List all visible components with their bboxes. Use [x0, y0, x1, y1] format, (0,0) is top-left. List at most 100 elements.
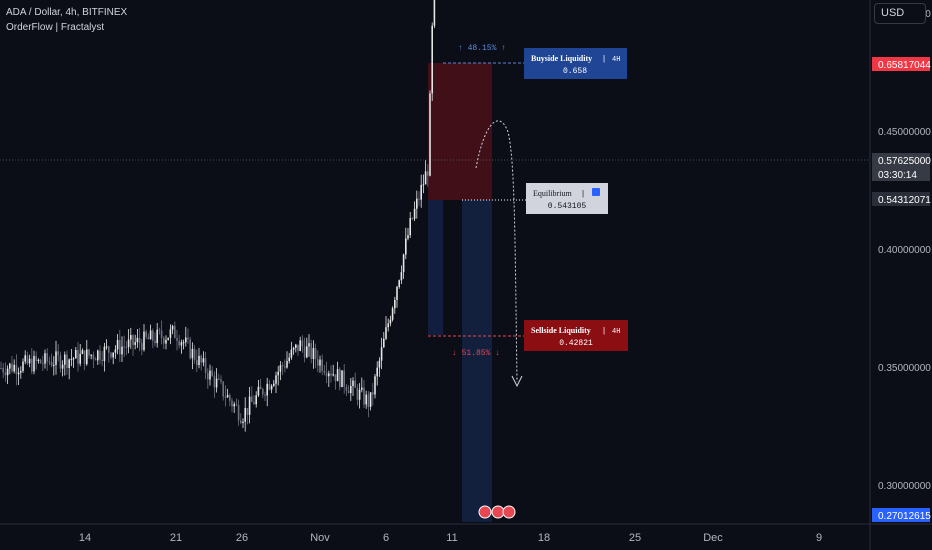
time-tick-label: 9 [816, 532, 822, 544]
candle-body [411, 218, 414, 220]
price-tag-bg [872, 167, 930, 181]
candle-body [358, 389, 361, 400]
candle-body [299, 340, 301, 351]
time-tick-label: 11 [446, 532, 457, 544]
candle-body [325, 372, 328, 377]
candle-body [264, 394, 266, 396]
candle-body [189, 339, 191, 359]
candle-body [301, 340, 304, 347]
candle-body [119, 340, 121, 355]
candle-body [110, 352, 112, 358]
candle-body [204, 358, 207, 373]
candle-body [341, 370, 343, 388]
event-flag-icons[interactable] [478, 505, 516, 519]
candle-body [237, 405, 240, 421]
candle-body [39, 359, 42, 364]
candle-body [416, 198, 418, 209]
candle-body [321, 359, 323, 371]
candle-body [295, 344, 297, 348]
candle-body [328, 373, 330, 377]
equilibrium-icon [592, 188, 600, 196]
candle-body [165, 339, 167, 344]
candle-body [235, 404, 238, 406]
currency-button[interactable]: USD [874, 3, 926, 24]
price-tag-label: 03:30:14 [878, 170, 917, 181]
candle-body [154, 340, 156, 344]
buyside-box[interactable] [524, 48, 627, 79]
projection-path [475, 120, 518, 383]
candle-body [229, 395, 231, 401]
candle-body [288, 357, 290, 362]
sellside-title: Sellside Liquidity [531, 326, 591, 335]
sellside-box[interactable] [524, 320, 628, 351]
candle-body [215, 378, 218, 388]
candle-body [310, 343, 312, 359]
candle-body [383, 338, 385, 348]
candle-body [0, 368, 2, 369]
candle-body [394, 299, 396, 309]
candle-body [257, 386, 260, 396]
candle-body [64, 354, 66, 365]
candle-body [116, 340, 119, 350]
indicator-label[interactable]: OrderFlow | Fractalyst [6, 22, 105, 33]
candle-body [365, 394, 367, 405]
price-tags: 0.65817044 0.57625000 03:30:14 0.54312071 0.… [872, 57, 931, 522]
time-tick-label: Dec [703, 532, 723, 544]
candle-body [92, 354, 95, 360]
candle-body [251, 396, 253, 402]
candle-body [380, 347, 383, 361]
candle-body [270, 385, 273, 390]
candle-body [427, 171, 429, 176]
candle-body [244, 408, 246, 422]
price-tick-label: 0.35000000 [878, 363, 931, 374]
discount-zone-right [462, 200, 492, 522]
premium-zone [428, 63, 492, 200]
candle-body [127, 339, 130, 348]
time-axis[interactable]: 14 21 26 Nov 6 11 18 25 Dec 9 [79, 532, 822, 544]
candle-body [413, 208, 416, 219]
candle-body [160, 330, 163, 338]
candle-body [143, 331, 145, 350]
candle-body [352, 380, 354, 387]
candle-body [231, 400, 233, 407]
candle-body [286, 361, 288, 368]
candle-body [297, 344, 299, 351]
us-flag-icon[interactable] [491, 505, 505, 519]
candle-body [319, 359, 321, 366]
candle-body [343, 370, 345, 387]
candle-body [141, 343, 143, 350]
candle-body [222, 381, 224, 397]
us-flag-icon[interactable] [478, 505, 492, 519]
candle-body [308, 343, 310, 347]
candle-body [387, 323, 389, 328]
candle-body [26, 355, 29, 364]
candle-body [90, 354, 92, 356]
candle-body [72, 358, 75, 360]
candle-body [138, 337, 141, 344]
candle-body [101, 359, 103, 362]
candle-body [339, 369, 341, 388]
candle-body [317, 359, 319, 366]
candle-body [330, 373, 332, 376]
time-tick-label: 6 [383, 532, 389, 544]
candle-body [4, 372, 7, 376]
projection-arrowhead [511, 375, 523, 388]
time-tick-label: 25 [629, 532, 641, 544]
candle-body [125, 346, 128, 348]
candle-body [158, 329, 161, 331]
price-axis[interactable]: 0.30000000 0.35000000 0.40000000 0.45000000… [878, 0, 931, 492]
candle-body [224, 396, 227, 398]
candle-body [266, 383, 268, 396]
candle-body [363, 387, 365, 405]
candle-body [130, 335, 132, 340]
candle-body [55, 351, 57, 365]
candle-body [185, 337, 187, 343]
sellside-sep: | [603, 326, 605, 335]
candle-body [198, 355, 200, 366]
candle-body [134, 342, 136, 345]
symbol-title[interactable]: ADA / Dollar, 4h, BITFINEX [6, 7, 128, 18]
candle-body [389, 319, 392, 324]
candle-body [356, 387, 359, 400]
us-flag-icon[interactable] [502, 505, 516, 519]
